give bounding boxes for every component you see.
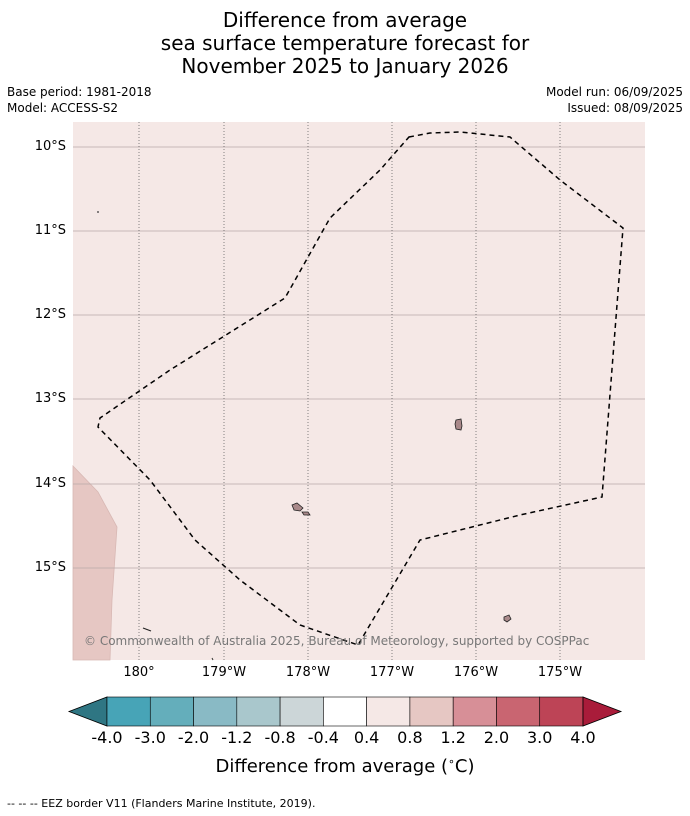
title-line-1: Difference from average bbox=[222, 8, 468, 32]
island-3 bbox=[301, 511, 311, 516]
colorbar-label-text: Difference from average ( bbox=[215, 756, 449, 777]
islet-dot bbox=[97, 211, 99, 213]
lat-label: 15°S bbox=[34, 560, 66, 575]
islet-tick bbox=[211, 657, 214, 661]
colorbar-tick-label: 3.0 bbox=[526, 728, 553, 747]
title-line-3: November 2025 to January 2026 bbox=[181, 54, 509, 78]
colorbar bbox=[67, 696, 623, 727]
eez-legend: -- -- -- EEZ border V11 (Flanders Marine… bbox=[7, 797, 316, 810]
meta-right: Model run: 06/09/2025 Issued: 08/09/2025 bbox=[546, 84, 683, 116]
colorbar-tick-label: -4.0 bbox=[91, 728, 123, 747]
lat-label: 14°S bbox=[34, 476, 66, 491]
colorbar-tick-label: 1.2 bbox=[440, 728, 466, 747]
base-period: Base period: 1981-2018 bbox=[7, 85, 152, 99]
colorbar-label-unit: C) bbox=[454, 756, 475, 777]
island-2 bbox=[291, 502, 304, 512]
colorbar-segment bbox=[539, 696, 584, 727]
colorbar-tick-label: 0.8 bbox=[397, 728, 423, 747]
colorbar-segment bbox=[279, 696, 324, 727]
colorbar-segment bbox=[106, 696, 151, 727]
lon-label: 178°W bbox=[285, 665, 331, 680]
colorbar-segment bbox=[193, 696, 238, 727]
colorbar-arrow-high bbox=[582, 696, 623, 727]
title-line-2: sea surface temperature forecast for bbox=[160, 31, 530, 55]
colorbar-tick-label: -0.8 bbox=[264, 728, 296, 747]
lon-label: 176°W bbox=[453, 665, 499, 680]
colorbar-segment bbox=[409, 696, 454, 727]
lat-label: 12°S bbox=[34, 307, 66, 322]
colorbar-segment bbox=[366, 696, 411, 727]
colorbar-segment bbox=[452, 696, 497, 727]
island-4 bbox=[503, 614, 512, 623]
island-1 bbox=[454, 418, 463, 431]
warm-region bbox=[72, 465, 118, 661]
lat-gridlines bbox=[73, 146, 645, 569]
colorbar-segment bbox=[149, 696, 194, 727]
lat-label: 11°S bbox=[34, 223, 66, 238]
colorbar-tick-label: -0.4 bbox=[307, 728, 339, 747]
lon-label: 177°W bbox=[369, 665, 415, 680]
colorbar-tick-label: -3.0 bbox=[134, 728, 166, 747]
colorbar-tick-label: -1.2 bbox=[221, 728, 253, 747]
colorbar-tick-label: 4.0 bbox=[570, 728, 596, 747]
issued-date: Issued: 08/09/2025 bbox=[567, 101, 683, 115]
eez-border bbox=[97, 131, 624, 646]
colorbar-label: Difference from average (∘C) bbox=[0, 755, 690, 777]
island-5 bbox=[142, 627, 152, 632]
model-name: Model: ACCESS-S2 bbox=[7, 101, 119, 115]
colorbar-tick-label: -2.0 bbox=[177, 728, 210, 747]
lat-label: 13°S bbox=[34, 391, 66, 406]
colorbar-tick-label: 0.4 bbox=[353, 728, 380, 747]
meta-left: Base period: 1981-2018 Model: ACCESS-S2 bbox=[7, 84, 152, 116]
copyright-text: © Commonwealth of Australia 2025, Bureau… bbox=[84, 634, 589, 648]
colorbar-tick-label: 2.0 bbox=[483, 728, 510, 747]
degree-symbol: ∘ bbox=[448, 755, 455, 768]
colorbar-segment bbox=[236, 696, 281, 727]
model-run: Model run: 06/09/2025 bbox=[545, 85, 683, 99]
lon-label: 175°W bbox=[537, 665, 583, 680]
colorbar-segment bbox=[323, 696, 367, 727]
lon-label: 180° bbox=[123, 665, 155, 680]
lat-label: 10°S bbox=[34, 139, 66, 154]
colorbar-segment bbox=[496, 696, 541, 727]
map-background bbox=[73, 122, 645, 660]
colorbar-arrow-low bbox=[67, 696, 108, 727]
lon-label: 179°W bbox=[201, 665, 247, 680]
